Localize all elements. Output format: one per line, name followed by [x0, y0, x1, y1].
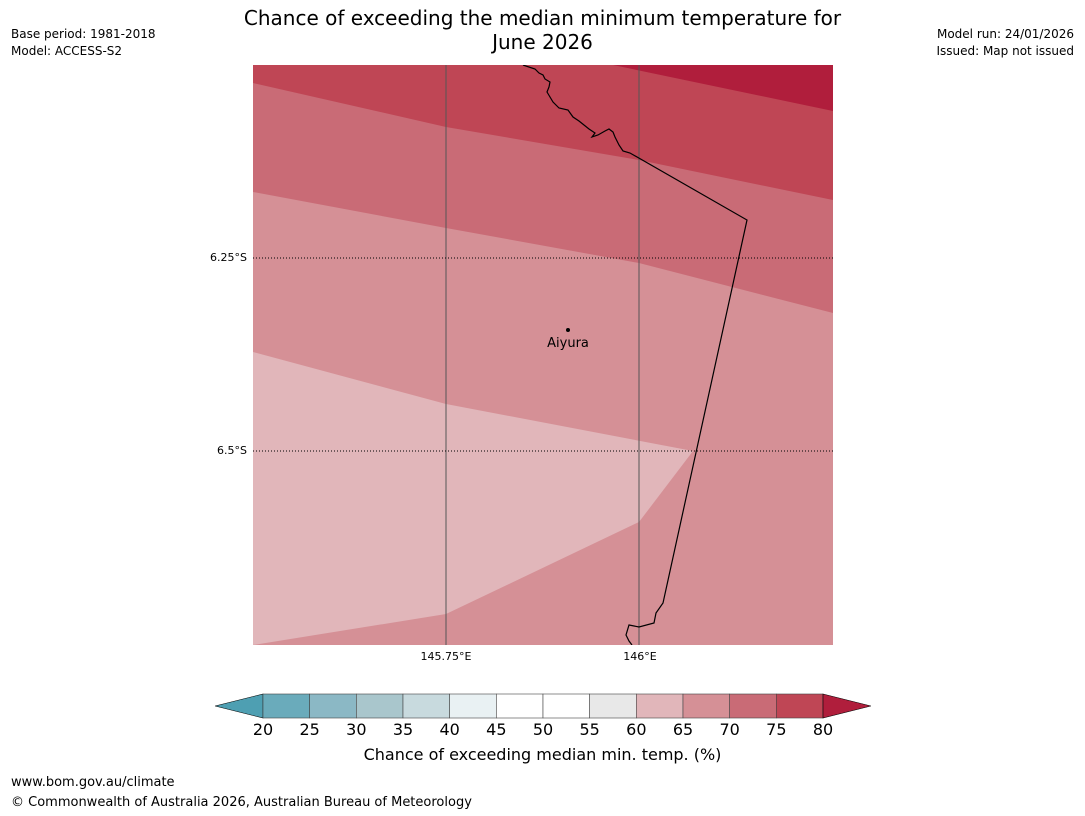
colorbar-tick-label: 70 — [719, 720, 740, 739]
colorbar-segment — [776, 693, 824, 719]
footer-copyright: © Commonwealth of Australia 2026, Austra… — [11, 795, 472, 810]
colorbar-arrow-low — [215, 693, 264, 719]
model-name: Model: ACCESS-S2 — [11, 44, 123, 58]
map-canvas[interactable] — [253, 65, 833, 645]
colorbar-segment — [682, 693, 730, 719]
title-line-1: Chance of exceeding the median minimum t… — [243, 6, 842, 30]
title-line-2: June 2026 — [492, 30, 593, 54]
colorbar-tick-label: 65 — [672, 720, 694, 739]
colorbar-label: Chance of exceeding median min. temp. (%… — [363, 745, 722, 764]
colorbar-tick-label: 30 — [346, 720, 367, 739]
band-80-plus — [613, 65, 833, 111]
meta-right: Model run: 24/01/2026 Issued: Map not is… — [936, 26, 1074, 60]
colorbar-segment — [496, 693, 544, 719]
map-title: Chance of exceeding the median minimum t… — [0, 6, 1085, 54]
lat-label-6-5: 6.5°S — [217, 444, 247, 457]
band-60-65 — [253, 352, 693, 645]
colorbar-tick-label: 75 — [766, 720, 787, 739]
base-period: Base period: 1981-2018 — [11, 27, 156, 41]
city-marker — [566, 328, 570, 332]
colorbar-tick-label: 20 — [252, 720, 274, 739]
band-75-80 — [253, 65, 833, 200]
colorbar-tick-label: 50 — [532, 720, 554, 739]
colorbar-tick-label: 80 — [812, 720, 834, 739]
colorbar-segment — [309, 693, 357, 719]
colorbar-segment — [402, 693, 450, 719]
colorbar-segment — [262, 693, 310, 719]
lon-label-145-75: 145.75°E — [420, 650, 472, 663]
colorbar-tick-label: 45 — [486, 720, 507, 739]
model-run: Model run: 24/01/2026 — [936, 27, 1074, 41]
issued-status: Issued: Map not issued — [936, 44, 1074, 58]
colorbar-segment — [356, 693, 404, 719]
colorbar-tick-label: 60 — [626, 720, 647, 739]
colorbar-segment — [589, 693, 637, 719]
colorbar-tick-label: 55 — [579, 720, 600, 739]
meta-left: Base period: 1981-2018 Model: ACCESS-S2 — [11, 26, 156, 60]
colorbar-tick-label: 25 — [299, 720, 320, 739]
lon-label-146: 146°E — [623, 650, 657, 663]
colorbar-segment — [542, 693, 590, 719]
colorbar-tick-label: 40 — [439, 720, 460, 739]
colorbar-segment — [636, 693, 684, 719]
colorbar-segment — [449, 693, 497, 719]
colorbar-tick-label: 35 — [392, 720, 414, 739]
colorbar-segment — [729, 693, 777, 719]
colorbar-arrow-high — [822, 693, 871, 719]
border-line — [522, 65, 748, 645]
lat-label-6-25: 6.25°S — [210, 251, 247, 264]
colorbar — [215, 693, 871, 719]
footer-url[interactable]: www.bom.gov.au/climate — [11, 775, 175, 790]
city-label: Aiyura — [547, 336, 589, 351]
